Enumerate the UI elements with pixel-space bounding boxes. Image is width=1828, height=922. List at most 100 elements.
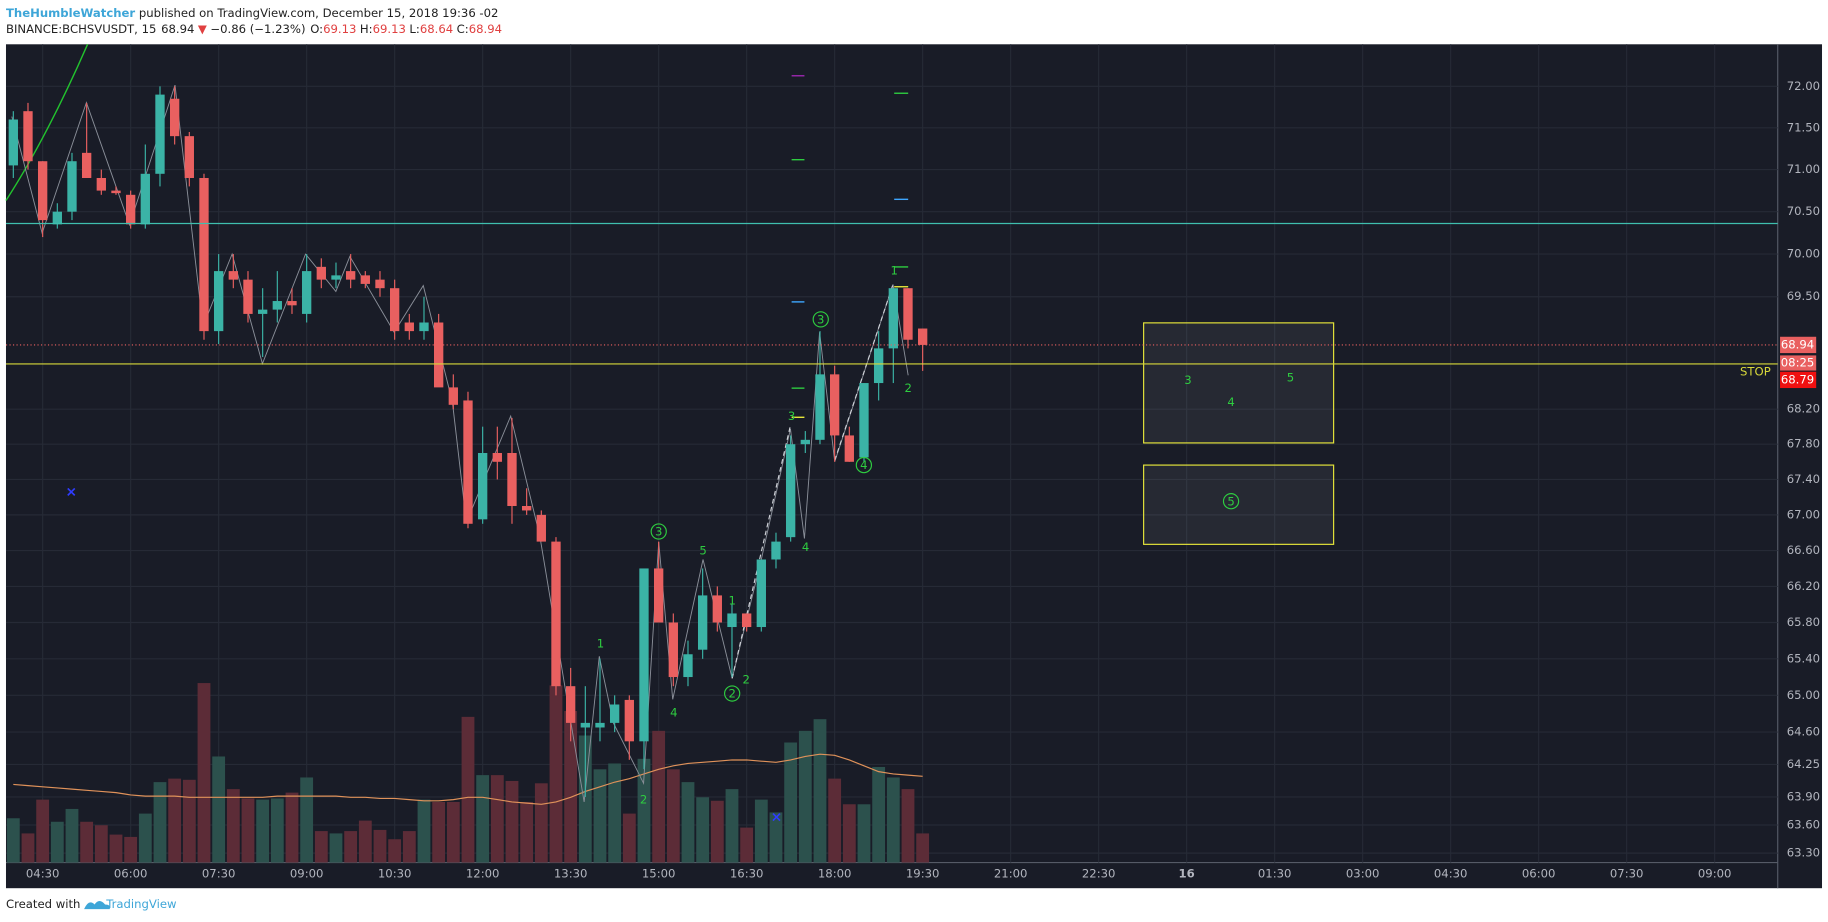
candle-body bbox=[492, 452, 502, 462]
volume-bar bbox=[432, 801, 446, 863]
candle-body bbox=[727, 613, 737, 628]
volume-bar bbox=[6, 818, 20, 863]
candle-body bbox=[169, 98, 180, 137]
volume-bar bbox=[402, 831, 416, 863]
candle-body bbox=[8, 119, 18, 166]
volume-bar bbox=[784, 742, 798, 863]
volume-bar bbox=[344, 831, 358, 863]
y-tick-label: 67.40 bbox=[1787, 472, 1820, 486]
volume-bar bbox=[637, 758, 651, 863]
candle-body bbox=[389, 288, 400, 332]
x-marker bbox=[772, 813, 781, 822]
volume-bar bbox=[520, 801, 534, 863]
volume-bar bbox=[710, 800, 724, 863]
x-tick-label: 10:30 bbox=[378, 867, 412, 881]
o-value: 69.13 bbox=[323, 22, 356, 36]
volume-bar bbox=[666, 769, 680, 863]
author[interactable]: TheHumbleWatcher bbox=[6, 5, 135, 19]
wave-label: 3 bbox=[817, 312, 824, 326]
candle-body bbox=[565, 686, 576, 723]
candle-body bbox=[463, 400, 473, 524]
x-tick-label: 04:30 bbox=[26, 867, 60, 881]
bid-badge bbox=[1780, 371, 1817, 389]
last-price: 68.94 bbox=[161, 22, 194, 36]
wave-label: 3 bbox=[655, 525, 662, 539]
symbol: BINANCE:BCHSVUSDT, 15 bbox=[6, 22, 156, 36]
volume-bar bbox=[36, 799, 50, 863]
volume-bar bbox=[21, 833, 35, 863]
volume-bar bbox=[124, 836, 138, 863]
candle-body bbox=[433, 322, 444, 388]
y-tick-label: 64.60 bbox=[1787, 725, 1820, 739]
wave-label: 2 bbox=[640, 793, 647, 807]
volume-bar bbox=[461, 716, 475, 863]
volume-bar bbox=[813, 719, 827, 863]
wave-label: 5 bbox=[1227, 494, 1234, 508]
volume-bar bbox=[696, 797, 710, 863]
y-tick-label: 70.00 bbox=[1787, 247, 1820, 261]
candle-body bbox=[96, 177, 106, 191]
candle-body bbox=[316, 266, 326, 280]
candle-body bbox=[653, 568, 664, 623]
candle-body bbox=[873, 348, 884, 384]
o-label: O: bbox=[310, 22, 323, 36]
candle-body bbox=[917, 328, 928, 345]
wave-circle bbox=[650, 523, 667, 540]
volume-bar bbox=[608, 763, 622, 863]
candle-body bbox=[477, 452, 488, 520]
candle-body bbox=[125, 194, 136, 225]
y-tick-label: 68.20 bbox=[1787, 402, 1820, 416]
candle-body bbox=[712, 595, 722, 623]
header-line-1: TheHumbleWatcher published on TradingVie… bbox=[6, 5, 498, 19]
volume-bar bbox=[549, 685, 563, 863]
candle-body bbox=[199, 177, 209, 332]
countdown-text: 08:25 bbox=[1781, 355, 1815, 369]
l-label: L: bbox=[409, 22, 419, 36]
x-tick-label: 03:00 bbox=[1346, 867, 1380, 881]
x-tick-label: 18:00 bbox=[818, 867, 852, 881]
candle-body bbox=[111, 190, 121, 194]
wave-label: 1 bbox=[728, 593, 735, 607]
wave-label: 1 bbox=[597, 637, 604, 651]
wave-label: 3 bbox=[1184, 373, 1191, 387]
y-tick-label: 65.00 bbox=[1787, 688, 1820, 702]
candle-body bbox=[228, 271, 238, 280]
x-tick-label: 13:30 bbox=[554, 867, 588, 881]
x-tick-label: 21:00 bbox=[994, 867, 1028, 881]
candle-body bbox=[213, 271, 224, 332]
candle-body bbox=[67, 161, 77, 212]
candle-body bbox=[272, 301, 282, 310]
volume-bar bbox=[534, 783, 548, 863]
volume-bar bbox=[769, 812, 783, 863]
volume-bar bbox=[65, 808, 79, 863]
wave-circle bbox=[1222, 493, 1240, 510]
candle-body bbox=[155, 94, 165, 174]
footer-brand[interactable]: TradingView bbox=[105, 897, 177, 911]
wave-circle bbox=[812, 311, 829, 328]
level-dashes bbox=[791, 75, 909, 418]
y-tick-label: 67.80 bbox=[1787, 437, 1820, 451]
candle-body bbox=[697, 595, 708, 650]
wave-label: 2 bbox=[904, 381, 911, 395]
candle-body bbox=[624, 699, 634, 742]
wave-label: 4 bbox=[670, 705, 677, 719]
y-tick-label: 66.60 bbox=[1787, 543, 1820, 557]
candle-body bbox=[184, 136, 194, 178]
c-value: 68.94 bbox=[469, 22, 502, 36]
volume-bar bbox=[50, 821, 64, 863]
wave-label: 5 bbox=[1287, 371, 1294, 385]
volume-bar bbox=[417, 799, 431, 863]
candles bbox=[8, 86, 928, 797]
candle-body bbox=[888, 288, 898, 349]
x-tick-label: 09:00 bbox=[1698, 867, 1732, 881]
candle-body bbox=[536, 514, 546, 542]
wave-circle bbox=[724, 685, 741, 702]
y-tick-label: 65.40 bbox=[1787, 651, 1820, 665]
volume-bar bbox=[212, 756, 226, 863]
target-box bbox=[1143, 464, 1335, 545]
wave-label: 2 bbox=[728, 687, 735, 701]
x-tick-label: 04:30 bbox=[1434, 867, 1468, 881]
